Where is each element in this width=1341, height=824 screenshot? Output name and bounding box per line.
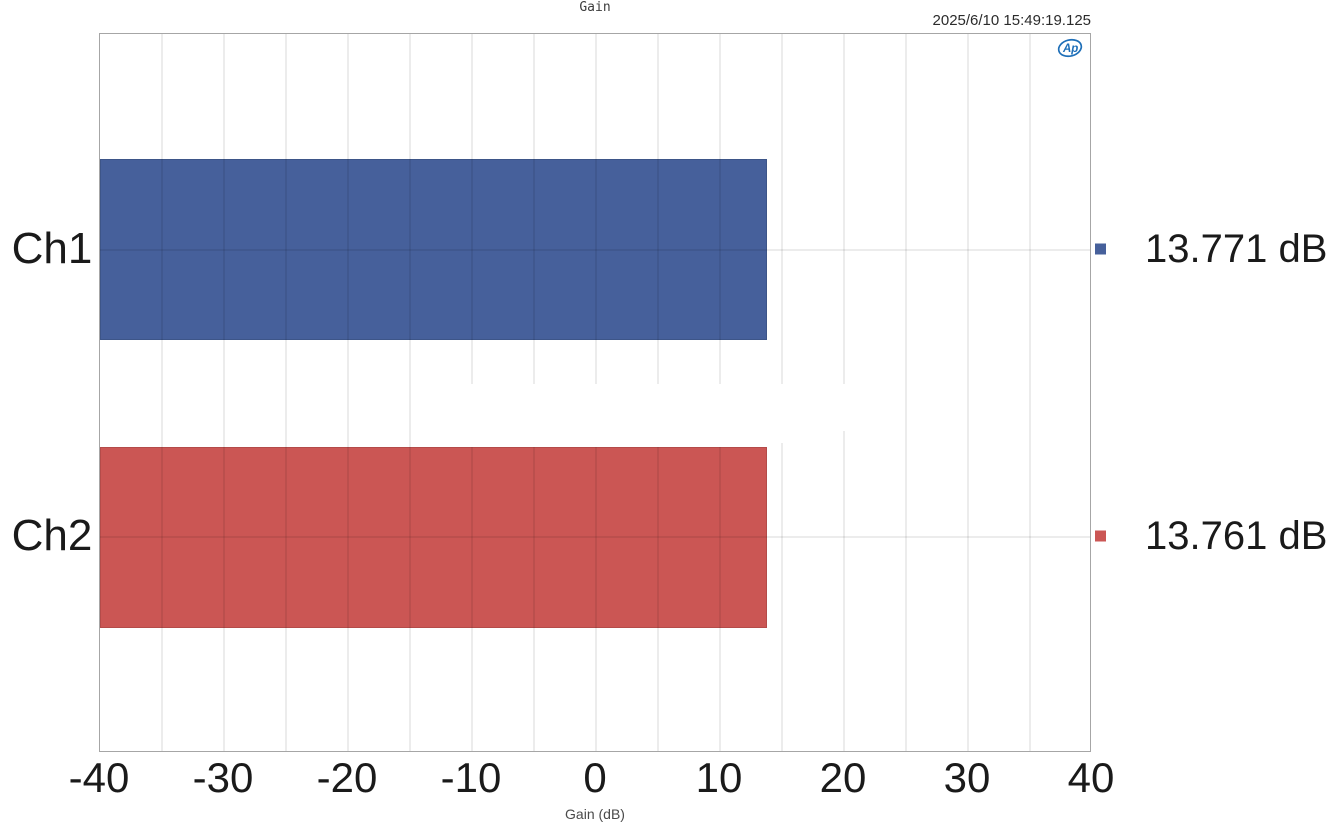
x-tick-label: 0: [583, 754, 607, 801]
x-tick-label: 40: [1067, 754, 1115, 801]
legend-value-label: 13.771 dB: [1145, 226, 1328, 271]
v-gridline: [905, 34, 907, 751]
x-tick-label: 30: [943, 754, 991, 801]
h-gridline: [100, 536, 1090, 539]
legend-item-ch2: 13.761 dB: [1095, 510, 1341, 562]
legend-marker-ch2: [1095, 530, 1106, 542]
x-tick-label: 20: [819, 754, 867, 801]
v-gridline: [285, 34, 287, 751]
h-gridline: [100, 248, 1090, 251]
v-gridline: [223, 34, 225, 751]
plot-area: Ap: [99, 33, 1091, 752]
x-tick-label: -20: [316, 754, 378, 801]
x-tick-label: 10: [695, 754, 743, 801]
v-gridline: [1029, 34, 1031, 751]
x-tick-label: -10: [440, 754, 502, 801]
white-overlay-artifact: [776, 431, 826, 443]
white-overlay-artifact: [461, 429, 773, 447]
x-tick-label: -30: [192, 754, 254, 801]
chart-title: Gain: [579, 0, 611, 15]
y-axis-label-ch2: Ch2: [11, 511, 93, 561]
v-gridline: [347, 34, 349, 751]
y-axis-label-ch1: Ch1: [11, 223, 93, 273]
legend-value-label: 13.761 dB: [1145, 514, 1328, 559]
legend-marker-ch1: [1095, 243, 1106, 255]
v-gridline: [409, 34, 411, 751]
v-gridline: [161, 34, 163, 751]
ap-logo-text: Ap: [1062, 43, 1078, 55]
x-axis-title: Gain (dB): [565, 806, 625, 822]
bar-ch2: [100, 446, 767, 628]
ap-logo-icon: Ap: [1056, 37, 1084, 59]
v-gridline: [967, 34, 969, 751]
bar-ch1: [100, 159, 767, 341]
timestamp: 2025/6/10 15:49:19.125: [932, 12, 1091, 29]
legend-item-ch1: 13.771 dB: [1095, 223, 1341, 275]
x-tick-label: -40: [68, 754, 130, 801]
white-overlay-artifact: [453, 384, 863, 431]
